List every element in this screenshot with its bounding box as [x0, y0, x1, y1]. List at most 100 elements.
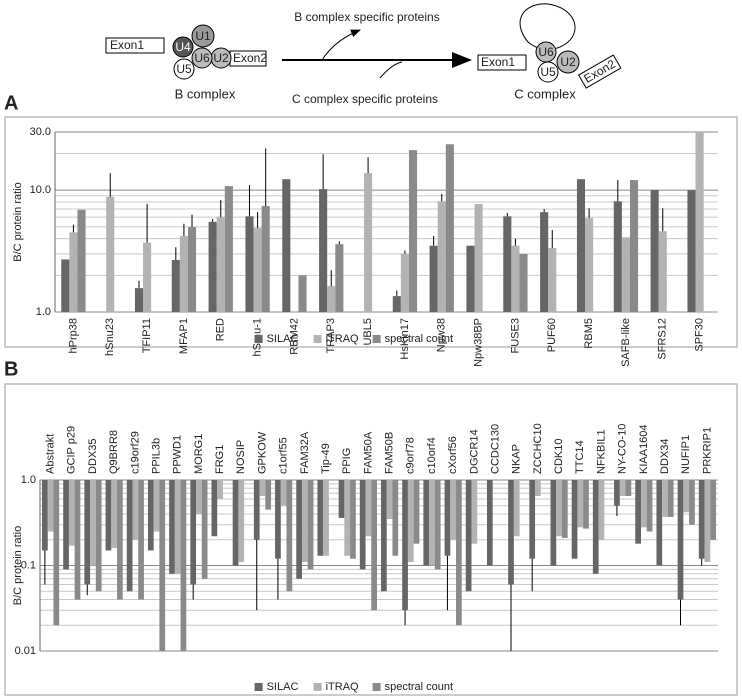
y-tick-label: 1.0 — [36, 306, 51, 318]
x-tick-label: c10orf4 — [426, 437, 438, 474]
bar — [689, 480, 695, 525]
bar — [317, 480, 324, 556]
snrnp-label: U6 — [194, 51, 210, 65]
y-tick-label: 0.1 — [21, 559, 36, 571]
x-tick-label: KIAA1604 — [638, 424, 650, 474]
x-tick-label: Tip-49 — [320, 443, 332, 474]
bar — [280, 480, 287, 506]
bar — [621, 237, 630, 312]
out-arrow — [321, 29, 361, 61]
bar — [68, 480, 75, 546]
bar — [400, 253, 409, 312]
bar — [687, 190, 696, 312]
bar — [47, 480, 54, 532]
x-tick-label: cXorf56 — [447, 436, 459, 474]
panel-label: A — [4, 92, 18, 114]
bar — [180, 480, 187, 651]
bar — [583, 480, 589, 529]
bar — [576, 179, 586, 312]
exon-box — [477, 54, 527, 71]
bar — [187, 227, 197, 312]
bar — [429, 480, 435, 566]
snrnp — [191, 47, 213, 69]
bar — [216, 217, 225, 312]
bar — [61, 259, 70, 312]
x-tick-label: SFRS12 — [657, 318, 669, 360]
x-tick-label: NFKBIL1 — [595, 429, 607, 474]
bar — [392, 296, 401, 312]
bar — [474, 203, 483, 312]
exon-label: Exon1 — [481, 55, 515, 69]
snrnp-label: U1 — [195, 29, 211, 43]
bar — [386, 480, 393, 519]
arrow-label: B complex specific proteins — [294, 10, 439, 24]
bar — [413, 480, 420, 544]
bar — [683, 480, 690, 513]
bar — [486, 480, 493, 566]
bar — [95, 480, 102, 592]
bar — [698, 480, 705, 559]
y-axis-label: B/C protein ratio — [12, 182, 24, 261]
bar — [282, 179, 291, 312]
x-tick-label: FAM32A — [299, 431, 311, 474]
complex-label: C complex — [514, 86, 576, 101]
bar — [350, 480, 356, 559]
legend-label: iTRAQ — [326, 681, 359, 693]
y-tick-label: 30.0 — [30, 126, 51, 138]
x-tick-label: Q9BRR8 — [108, 430, 120, 474]
bar — [471, 480, 478, 544]
legend-swatch — [313, 683, 322, 691]
bar — [619, 480, 626, 496]
bar — [253, 480, 260, 540]
bar — [211, 480, 218, 537]
bar — [179, 236, 188, 312]
legend-swatch — [313, 335, 322, 343]
bar — [147, 480, 154, 551]
y-axis-label: B/C protein ratio — [12, 526, 24, 605]
exon-label: Exon1 — [110, 38, 144, 52]
bar — [650, 190, 659, 312]
x-tick-label: FUSE3 — [509, 318, 521, 353]
legend-swatch — [372, 683, 381, 691]
bar — [69, 232, 78, 312]
bar — [529, 480, 536, 559]
snrnp-label: U2 — [213, 51, 229, 65]
x-tick-label: ZCCHC10 — [532, 423, 544, 474]
exon-label: Exon2 — [233, 51, 267, 65]
bar — [174, 480, 181, 574]
bar — [561, 480, 568, 538]
bar — [402, 480, 408, 611]
bar — [429, 245, 438, 312]
legend-swatch — [254, 683, 263, 691]
x-tick-label: PPIL3b — [150, 438, 162, 474]
bar — [513, 480, 520, 537]
bar — [238, 480, 245, 562]
x-tick-label: FAM50A — [362, 431, 374, 474]
x-tick-label: DDX35 — [87, 439, 99, 474]
bar — [90, 480, 96, 566]
bar — [571, 480, 578, 559]
bar — [196, 480, 202, 515]
bar — [111, 480, 118, 549]
x-tick-label: DGCR14 — [468, 429, 480, 474]
x-tick-label: PUF60 — [546, 318, 558, 352]
bar — [138, 480, 144, 600]
y-tick-label: 1.0 — [21, 474, 36, 486]
complex-label: B complex — [175, 86, 236, 101]
bar — [301, 480, 308, 562]
x-tick-label: RBM42 — [288, 318, 300, 355]
snrnp-label: U4 — [175, 40, 191, 54]
bar — [232, 480, 239, 566]
bar — [42, 480, 48, 551]
x-tick-label: Npw38BP — [472, 318, 484, 367]
exon-box — [577, 54, 622, 89]
x-tick-label: NUFIP1 — [680, 435, 692, 474]
bar — [598, 480, 605, 540]
x-tick-label: PPWD1 — [172, 435, 184, 474]
snrnp-label: U5 — [540, 65, 556, 79]
bar — [646, 480, 653, 532]
bar — [171, 260, 180, 312]
bar — [658, 231, 667, 312]
diagram: Exon1 Exon2 U4 U1 U6 U5 U2 B complex B c… — [105, 3, 622, 106]
